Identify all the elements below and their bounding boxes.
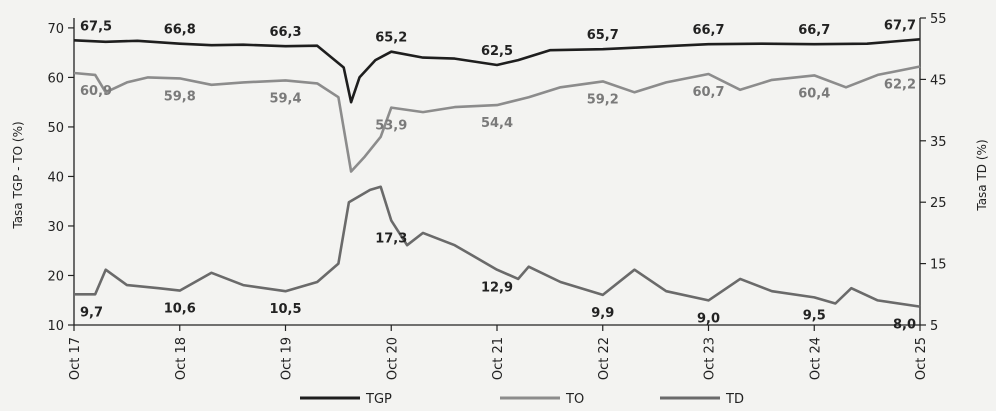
x-tick-label: Oct 20 xyxy=(385,337,400,380)
x-tick-label: Oct 18 xyxy=(174,337,189,380)
data-label-td: 8,0 xyxy=(893,318,916,333)
y-axis-title-left: Tasa TGP - TO (%) xyxy=(11,121,25,229)
series-line-to xyxy=(73,65,921,173)
series-lines xyxy=(73,38,921,308)
y-tick-label-left: 40 xyxy=(47,170,64,185)
x-tick-label: Oct 17 xyxy=(68,337,83,380)
y-tick-label-left: 50 xyxy=(47,121,64,136)
y-axis-title-right: Tasa TD (%) xyxy=(975,139,989,211)
data-label-to: 60,9 xyxy=(80,84,112,99)
data-label-td: 9,5 xyxy=(803,308,826,323)
legend: TGP TO TD xyxy=(300,392,744,407)
y-tick-label-right: 35 xyxy=(930,135,947,150)
y-tick-label-right: 5 xyxy=(930,319,938,334)
x-tick-label: Oct 21 xyxy=(491,337,506,380)
data-label-to: 60,4 xyxy=(798,86,830,101)
y-tick-label-left: 20 xyxy=(47,269,64,284)
x-tick-label: Oct 25 xyxy=(914,337,929,380)
data-label-tgp: 65,7 xyxy=(587,28,619,43)
legend-label-tgp: TGP xyxy=(365,392,392,407)
data-label-to: 59,2 xyxy=(587,92,619,107)
data-label-td: 9,7 xyxy=(80,305,103,320)
data-label-tgp: 66,7 xyxy=(692,23,724,38)
data-label-td: 9,0 xyxy=(697,311,720,326)
data-label-to: 54,4 xyxy=(481,116,513,131)
axis-titles: Tasa TGP - TO (%) Tasa TD (%) xyxy=(11,121,989,229)
legend-label-to: TO xyxy=(565,392,584,407)
data-label-td: 9,9 xyxy=(591,306,614,321)
data-label-tgp: 67,5 xyxy=(80,19,112,34)
data-label-tgp: 66,7 xyxy=(798,23,830,38)
y-tick-label-left: 10 xyxy=(47,319,64,334)
data-label-to: 53,9 xyxy=(375,119,407,134)
x-tick-label: Oct 19 xyxy=(280,337,295,380)
data-label-tgp: 67,7 xyxy=(884,18,916,33)
data-label-to: 60,7 xyxy=(692,85,724,100)
y-tick-label-left: 60 xyxy=(47,71,64,86)
x-tick-label: Oct 23 xyxy=(703,337,718,380)
data-label-td: 17,3 xyxy=(375,232,407,247)
data-label-tgp: 65,2 xyxy=(375,31,407,46)
data-label-td: 12,9 xyxy=(481,281,513,296)
data-label-to: 59,4 xyxy=(269,91,301,106)
y-tick-label-right: 55 xyxy=(930,12,947,27)
data-label-tgp: 62,5 xyxy=(481,44,513,59)
data-label-to: 59,8 xyxy=(164,89,196,104)
y-tick-label-right: 45 xyxy=(930,73,947,88)
data-label-tgp: 66,3 xyxy=(269,25,301,40)
y-tick-label-right: 25 xyxy=(930,196,947,211)
legend-label-td: TD xyxy=(725,392,744,407)
y-tick-label-left: 70 xyxy=(47,22,64,37)
series-line-td xyxy=(74,185,921,308)
axes: 10 20 30 40 50 60 70 5 15 25 35 45 55 Oct 17 Oct 18 Oct… xyxy=(47,12,946,380)
series-labels: 67,5 66,8 66,3 65,2 62,5 65,7 66,7 66,7 67,7 60,9… xyxy=(80,18,916,332)
data-label-td: 10,5 xyxy=(269,302,301,317)
x-tick-label: Oct 22 xyxy=(597,337,612,380)
data-label-td: 10,6 xyxy=(164,302,196,317)
y-tick-label-left: 30 xyxy=(47,220,64,235)
series-line-tgp xyxy=(73,38,921,104)
y-tick-label-right: 15 xyxy=(930,258,947,273)
x-tick-label: Oct 24 xyxy=(808,337,823,380)
data-label-to: 62,2 xyxy=(884,78,916,93)
data-label-tgp: 66,8 xyxy=(164,23,196,38)
